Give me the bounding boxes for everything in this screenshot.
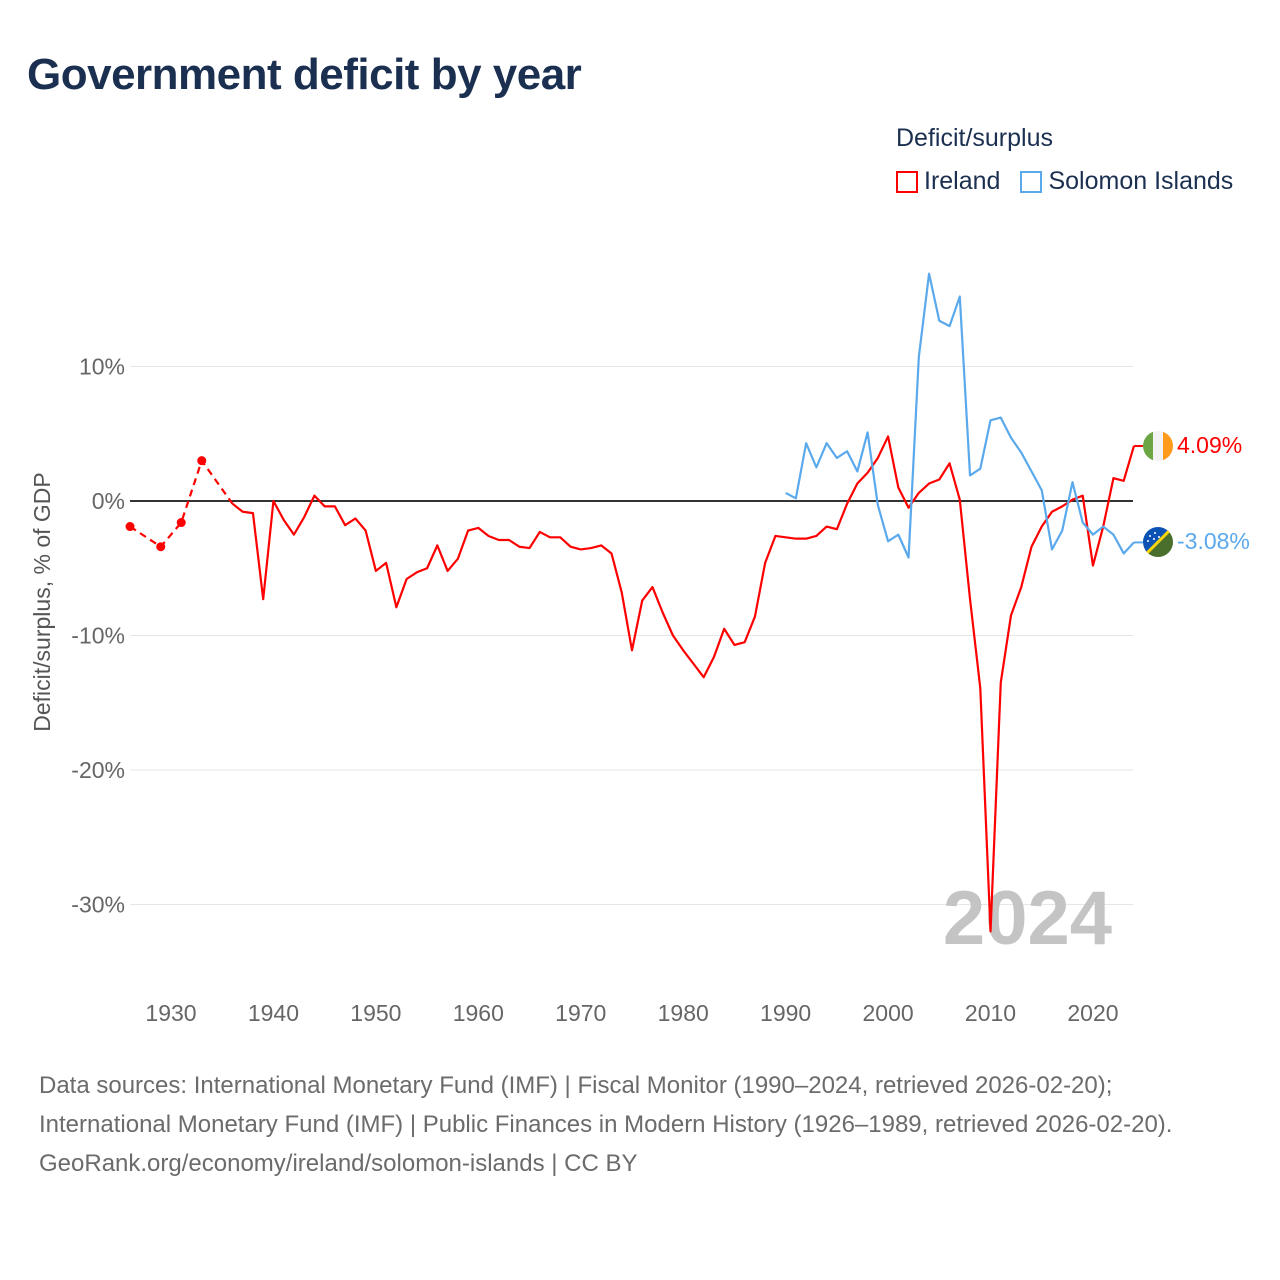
legend-title: Deficit/surplus — [896, 124, 1053, 152]
legend-swatch-solomon-islands — [1020, 170, 1043, 193]
y-tick-label: 0% — [92, 488, 125, 514]
ireland-data-point — [156, 542, 166, 552]
year-watermark: 2024 — [943, 876, 1112, 961]
ireland-line — [231, 435, 1135, 933]
x-tick-label: 1970 — [555, 1000, 606, 1026]
x-tick-label: 1990 — [760, 1000, 811, 1026]
footer: Data sources: International Monetary Fun… — [39, 1066, 1239, 1183]
license: | CC BY — [544, 1150, 638, 1177]
ireland-data-point — [176, 518, 186, 528]
x-tick-label: 2020 — [1067, 1000, 1118, 1026]
source-link[interactable]: GeoRank.org/economy/ireland/solomon-isla… — [39, 1150, 545, 1177]
legend-item-ireland[interactable]: Ireland — [896, 167, 1000, 196]
ireland-dashed-line — [129, 458, 234, 549]
chart-title: Government deficit by year — [27, 50, 582, 99]
legend-swatch-ireland — [896, 170, 918, 193]
x-tick-label: 2010 — [965, 1000, 1016, 1026]
ireland-data-point — [125, 522, 135, 532]
solomon-islands-flag-icon — [1143, 527, 1173, 557]
x-tick-label: 1940 — [248, 1000, 299, 1026]
y-axis-label: Deficit/surplus, % of GDP — [29, 472, 55, 731]
y-tick-label: -10% — [71, 623, 125, 649]
y-tick-label: -20% — [71, 757, 125, 783]
x-tick-label: 1960 — [453, 1000, 504, 1026]
data-sources: Data sources: International Monetary Fun… — [39, 1072, 1173, 1138]
legend: Deficit/surplus Ireland Solomon Islands — [896, 124, 1233, 196]
x-tick-label: 1950 — [350, 1000, 401, 1026]
legend-label-solomon-islands: Solomon Islands — [1048, 167, 1234, 195]
solomon-islands-end-label: -3.08% — [1177, 528, 1250, 554]
ireland-data-point — [197, 456, 207, 466]
ireland-end-label: 4.09% — [1177, 432, 1242, 458]
solomon-islands-line — [785, 272, 1135, 559]
y-tick-label: -30% — [71, 892, 125, 918]
legend-label-ireland: Ireland — [924, 167, 1001, 195]
y-tick-label: 10% — [79, 354, 125, 380]
ireland-flag-icon — [1143, 431, 1173, 461]
legend-item-solomon-islands[interactable]: Solomon Islands — [1020, 167, 1233, 196]
x-tick-label: 2000 — [862, 1000, 913, 1026]
x-tick-label: 1980 — [658, 1000, 709, 1026]
line-chart: 10% 0% -10% -20% -30% 1930 1940 1950 1960 1970 19… — [29, 272, 1250, 1026]
x-tick-label: 1930 — [145, 1000, 196, 1026]
